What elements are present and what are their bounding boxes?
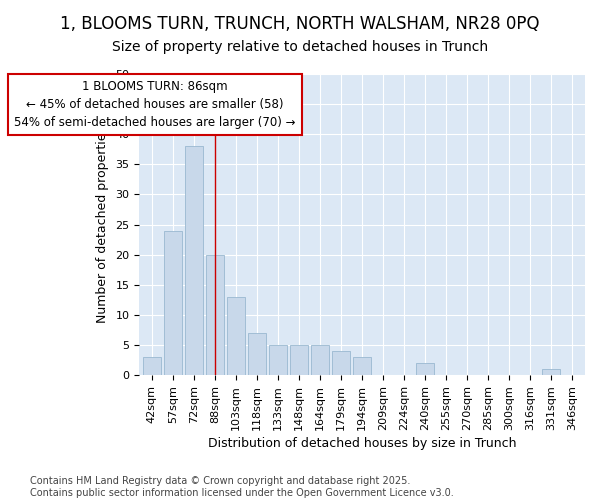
Bar	[332, 351, 350, 375]
Text: Size of property relative to detached houses in Trunch: Size of property relative to detached ho…	[112, 40, 488, 54]
X-axis label: Distribution of detached houses by size in Trunch: Distribution of detached houses by size …	[208, 437, 517, 450]
Bar	[164, 230, 182, 375]
Y-axis label: Number of detached properties: Number of detached properties	[95, 126, 109, 323]
Bar	[269, 345, 287, 375]
Bar	[542, 369, 560, 375]
Bar	[143, 357, 161, 375]
Bar	[353, 357, 371, 375]
Bar	[290, 345, 308, 375]
Bar	[416, 363, 434, 375]
Bar	[227, 297, 245, 375]
Bar	[311, 345, 329, 375]
Text: Contains HM Land Registry data © Crown copyright and database right 2025.
Contai: Contains HM Land Registry data © Crown c…	[30, 476, 454, 498]
Bar	[185, 146, 203, 375]
Bar	[206, 254, 224, 375]
Text: 1 BLOOMS TURN: 86sqm
← 45% of detached houses are smaller (58)
54% of semi-detac: 1 BLOOMS TURN: 86sqm ← 45% of detached h…	[14, 80, 296, 129]
Bar	[248, 333, 266, 375]
Text: 1, BLOOMS TURN, TRUNCH, NORTH WALSHAM, NR28 0PQ: 1, BLOOMS TURN, TRUNCH, NORTH WALSHAM, N…	[60, 15, 540, 33]
